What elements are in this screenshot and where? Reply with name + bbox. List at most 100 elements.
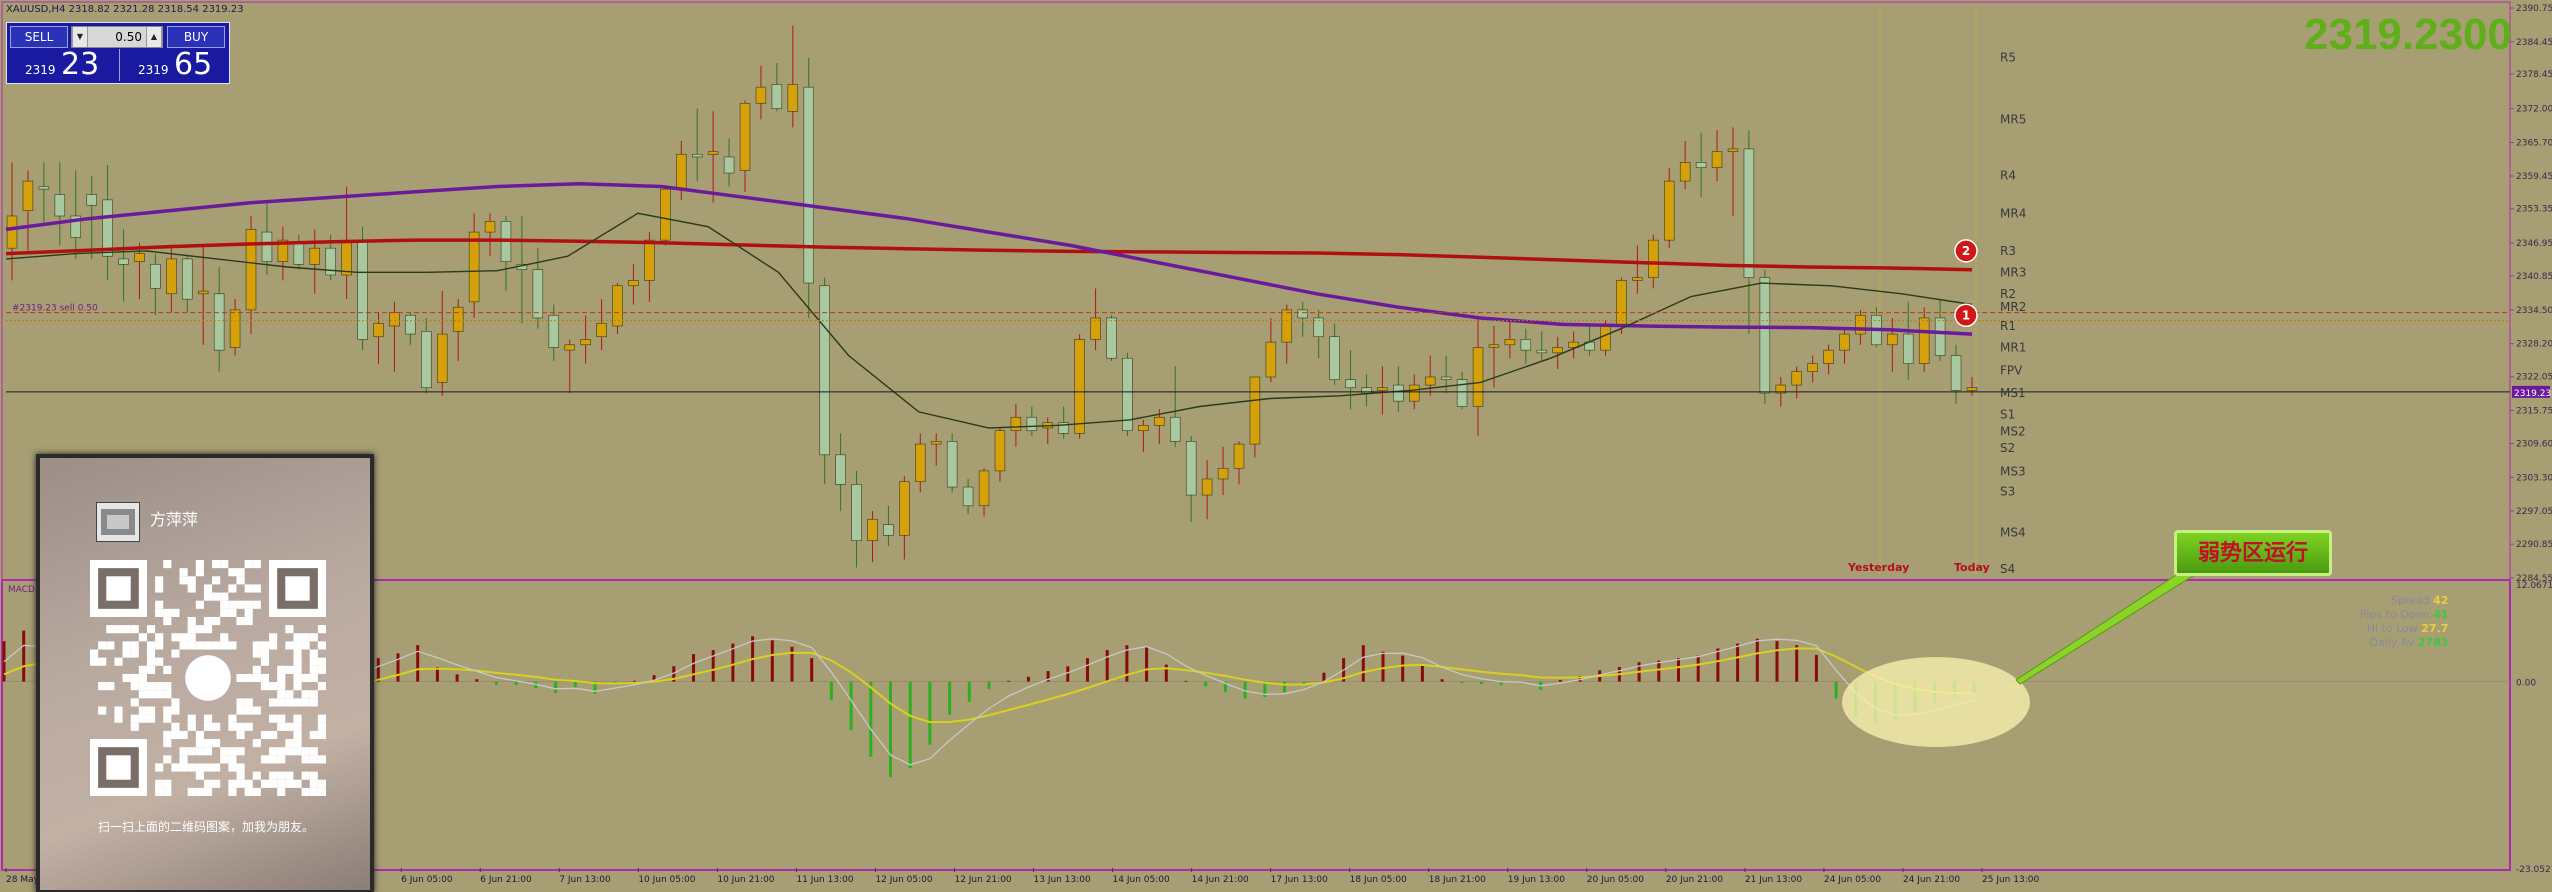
qr-module — [293, 739, 302, 748]
qr-module — [309, 787, 318, 796]
sell-button[interactable]: SELL — [10, 26, 68, 48]
candle — [1138, 419, 1149, 453]
candle-body — [1855, 314, 1866, 335]
candle — [660, 186, 671, 246]
qr-module — [122, 641, 131, 650]
qr-module — [171, 706, 180, 715]
candle — [70, 170, 81, 259]
qr-module — [187, 714, 196, 723]
qr-module — [317, 657, 326, 666]
qr-module — [155, 690, 164, 699]
qr-module — [187, 763, 196, 772]
qr-module — [195, 747, 204, 756]
qr-module — [236, 747, 245, 756]
qr-module — [252, 706, 261, 715]
candle-body — [1281, 309, 1293, 343]
buy-button[interactable]: BUY — [167, 26, 225, 48]
candle — [1122, 352, 1133, 437]
qr-module — [195, 739, 204, 748]
candle-body — [182, 258, 193, 300]
pivot-label: MR4 — [2000, 206, 2026, 220]
candle-body — [38, 186, 50, 190]
qr-module — [187, 641, 196, 650]
qr-module — [317, 714, 326, 723]
stats-label: Spread — [2390, 594, 2434, 607]
qr-module — [187, 747, 196, 756]
pivot-label: MR5 — [2000, 112, 2026, 126]
qr-module — [130, 722, 139, 731]
qr-module — [138, 682, 147, 691]
qr-module — [212, 722, 221, 731]
qr-module — [171, 608, 180, 617]
qr-module — [163, 665, 172, 674]
qr-module — [244, 600, 253, 609]
candle — [516, 215, 528, 324]
qr-module — [187, 576, 196, 585]
qr-module — [106, 625, 115, 634]
x-tick-label: 20 Jun 05:00 — [1587, 875, 1644, 885]
candle-body — [723, 156, 735, 174]
candle-body — [1106, 317, 1117, 359]
candle-body — [803, 86, 814, 284]
stats-value: 27.7 — [2421, 622, 2449, 635]
macd-y-tick-label: -23.0527 — [2516, 865, 2552, 875]
candle-body — [134, 253, 145, 262]
candle — [1329, 323, 1340, 386]
candle-body — [962, 486, 974, 507]
x-tick-label: 10 Jun 21:00 — [717, 875, 774, 885]
candle — [819, 277, 830, 485]
buy-price-big: 65 — [174, 47, 213, 82]
marker-circle — [1954, 239, 1978, 263]
qr-module — [195, 787, 204, 796]
qr-module — [155, 576, 164, 585]
current-price-tag-label: 2319.23 — [2514, 389, 2551, 399]
qr-module — [317, 625, 326, 634]
candle — [1918, 307, 1930, 372]
lot-size-field[interactable]: ▼ 0.50 ▲ — [71, 26, 163, 48]
qr-module — [203, 641, 213, 650]
candle — [1839, 328, 1850, 364]
qr-module — [163, 739, 172, 748]
qr-module — [212, 763, 221, 772]
candle-body — [1727, 148, 1739, 152]
lot-decrease-icon[interactable]: ▼ — [72, 27, 88, 47]
qr-module — [260, 673, 270, 683]
marker-number: 1 — [1962, 308, 1970, 322]
qr-module — [269, 714, 278, 723]
qr-module — [293, 682, 302, 691]
qr-module — [269, 682, 278, 691]
pivot-label: R1 — [2000, 319, 2016, 333]
qr-module — [187, 633, 196, 642]
qr-module — [163, 755, 172, 764]
candle — [835, 433, 846, 512]
candle-body — [166, 258, 177, 295]
marker-badge: 1 — [1954, 303, 1978, 328]
lot-increase-icon[interactable]: ▲ — [146, 27, 162, 47]
buy-price[interactable]: 2319 65 — [119, 47, 228, 82]
candle-body — [389, 312, 400, 327]
candle — [245, 215, 257, 335]
qr-module — [301, 747, 310, 756]
candle-body — [1648, 239, 1659, 279]
qr-module — [317, 730, 326, 740]
candle-body — [1695, 162, 1707, 168]
qr-module — [252, 787, 261, 796]
qr-module — [277, 787, 286, 796]
candle-body — [564, 344, 575, 351]
candle — [1663, 167, 1675, 249]
qr-module — [171, 763, 180, 772]
sell-price[interactable]: 2319 23 — [7, 47, 115, 82]
qr-module — [260, 755, 270, 764]
qr-module — [203, 763, 213, 772]
qr-module — [212, 641, 221, 650]
qr-module — [285, 625, 294, 634]
candle — [867, 511, 878, 563]
qr-module — [293, 747, 302, 756]
candle-body — [245, 229, 257, 311]
candle-body — [1377, 387, 1388, 391]
qr-module — [317, 641, 326, 650]
qr-module — [130, 714, 139, 723]
candle-body — [1791, 371, 1802, 386]
x-tick-label: 25 Jun 13:00 — [1982, 875, 2039, 885]
